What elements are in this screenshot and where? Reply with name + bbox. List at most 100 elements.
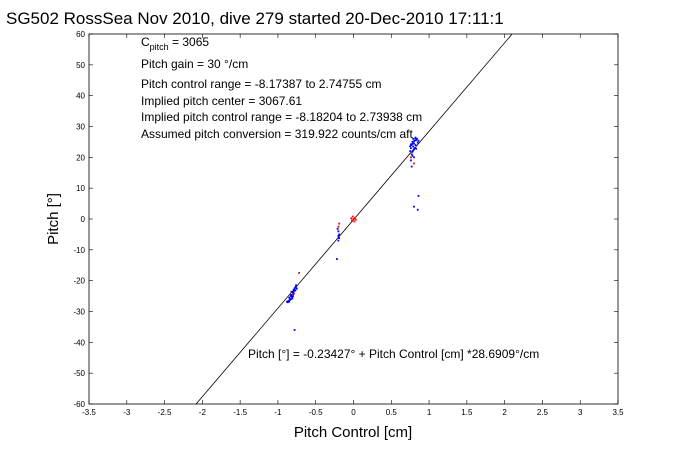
data-point xyxy=(295,287,298,290)
chart-title: SG502 RossSea Nov 2010, dive 279 started… xyxy=(6,9,504,28)
data-point xyxy=(337,239,340,242)
x-tick-label: -2.5 xyxy=(158,408,172,417)
data-point xyxy=(286,300,288,303)
y-tick-label: 0 xyxy=(81,215,86,224)
x-tick-label: 2 xyxy=(502,408,507,417)
x-tick-label: 0.5 xyxy=(386,408,398,417)
data-point xyxy=(411,150,414,153)
data-point xyxy=(293,287,296,290)
x-tick-label: -0.5 xyxy=(309,408,323,417)
x-axis-ticks: -3.5 -3 -2.5 -2 -1.5 -1 -0.5 0 0.5 1 1.5 2 2.5 3 3.5 xyxy=(82,34,624,417)
data-point xyxy=(416,141,419,144)
x-tick-label: -2 xyxy=(199,408,207,417)
data-point xyxy=(415,147,418,150)
pitch-gain-annotation: Pitch gain = 30 °/cm xyxy=(141,57,248,71)
y-tick-label: -20 xyxy=(73,277,85,286)
data-point xyxy=(414,136,417,139)
y-tick-label: -50 xyxy=(73,369,85,378)
x-tick-label: 1 xyxy=(427,408,432,417)
data-point xyxy=(413,142,415,145)
data-point xyxy=(411,141,414,143)
data-point xyxy=(350,217,353,220)
data-point xyxy=(335,258,338,260)
data-point xyxy=(354,216,356,219)
data-point xyxy=(298,272,300,274)
x-tick-label: -3.5 xyxy=(82,408,96,417)
data-point xyxy=(288,296,291,299)
x-tick-label: 3.5 xyxy=(612,408,624,417)
data-point xyxy=(413,205,415,208)
data-point xyxy=(295,284,297,287)
data-point xyxy=(412,137,415,140)
x-tick-label: -1 xyxy=(274,408,282,417)
y-tick-label: 60 xyxy=(76,30,85,39)
implied-center-annotation: Implied pitch center = 3067.61 xyxy=(141,94,302,108)
assumed-conversion-annotation: Assumed pitch conversion = 319.922 count… xyxy=(141,127,413,141)
data-point xyxy=(413,147,416,149)
control-range-annotation: Pitch control range = -8.17387 to 2.7475… xyxy=(141,77,382,91)
data-point xyxy=(413,162,415,165)
data-point xyxy=(416,137,418,140)
data-point xyxy=(289,298,292,301)
data-point xyxy=(291,297,294,300)
implied-range-annotation: Implied pitch control range = -8.18204 t… xyxy=(141,110,422,124)
y-tick-label: -60 xyxy=(73,400,85,409)
data-point xyxy=(417,139,420,142)
data-point xyxy=(409,150,412,153)
data-point xyxy=(351,215,354,218)
data-point xyxy=(352,218,355,220)
y-axis-label: Pitch [°] xyxy=(45,193,62,245)
data-point xyxy=(411,142,414,145)
data-point xyxy=(336,227,339,230)
x-tick-label: -1.5 xyxy=(233,408,247,417)
x-axis-label: Pitch Control [cm] xyxy=(294,424,412,441)
data-point xyxy=(337,225,340,228)
data-point xyxy=(412,149,415,152)
data-point xyxy=(290,290,293,293)
data-point xyxy=(338,222,341,225)
data-point xyxy=(417,194,420,197)
data-point xyxy=(410,147,412,149)
data-point xyxy=(292,289,295,291)
data-point xyxy=(413,156,415,159)
y-tick-label: -40 xyxy=(73,338,85,347)
data-point xyxy=(338,237,341,240)
y-axis-ticks: -60 -50 -40 -30 -20 -10 0 10 20 30 40 50 60 xyxy=(73,30,618,409)
data-point xyxy=(292,293,294,296)
data-point xyxy=(416,208,419,211)
data-point xyxy=(337,230,340,233)
data-point xyxy=(292,292,295,295)
data-point xyxy=(413,139,416,142)
data-point xyxy=(413,148,415,151)
data-point xyxy=(354,218,357,221)
data-point xyxy=(412,145,415,148)
c-pitch-annotation: Cpitch = 3065 xyxy=(141,35,209,52)
x-tick-label: 1.5 xyxy=(461,408,473,417)
x-tick-label: -3 xyxy=(123,408,131,417)
data-point xyxy=(291,296,294,299)
data-point xyxy=(337,235,340,237)
data-point xyxy=(410,153,413,156)
data-point xyxy=(410,165,413,168)
data-point xyxy=(289,295,292,297)
x-tick-label: 3 xyxy=(578,408,583,417)
data-points xyxy=(286,136,420,331)
data-point xyxy=(294,286,297,289)
data-point xyxy=(292,295,294,297)
data-point xyxy=(410,159,412,162)
data-point xyxy=(338,233,341,236)
x-tick-label: 0 xyxy=(351,408,356,417)
y-tick-label: 50 xyxy=(76,61,85,70)
data-point xyxy=(294,289,297,292)
annotation-block: Cpitch = 3065 Pitch gain = 30 °/cm Pitch… xyxy=(141,35,539,361)
y-tick-label: 10 xyxy=(76,184,85,193)
data-point xyxy=(415,139,418,141)
data-point xyxy=(414,144,417,146)
data-point xyxy=(411,154,414,157)
data-point xyxy=(287,299,290,302)
data-point xyxy=(292,291,294,294)
y-tick-label: 30 xyxy=(76,123,85,132)
y-tick-label: 40 xyxy=(76,92,85,101)
y-tick-label: 20 xyxy=(76,153,85,162)
data-point xyxy=(409,145,412,148)
